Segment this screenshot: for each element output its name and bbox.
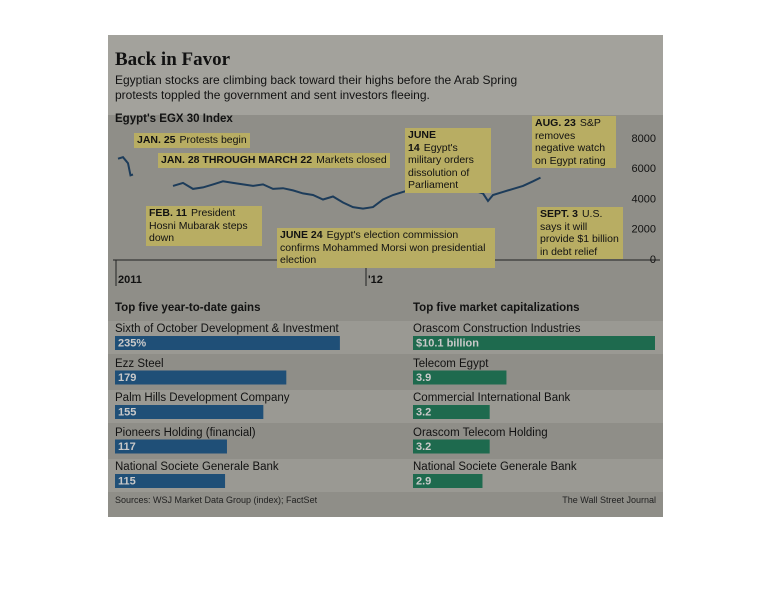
annotation: JAN. 25 Protests begin [134,133,250,148]
x-tick-label: 2011 [118,274,142,286]
category-label: Telecom Egypt [413,357,489,370]
annotation: FEB. 11 President Hosni Mubarak steps dow… [146,206,262,246]
bar [413,405,490,419]
category-label: Orascom Construction Industries [413,323,581,335]
category-label: Palm Hills Development Company [115,392,290,404]
annotation-text: Egypt's military orders dissolution of P… [408,141,474,192]
bar [115,474,226,488]
value-label: 235% [118,337,146,349]
category-label: Ezz Steel [115,357,164,370]
y-tick-label: 0 [650,254,656,266]
annotation-date: FEB. 11 [149,207,187,219]
annotation: JUNE 14 Egypt's military orders dissoluti… [405,128,491,193]
annotation-text: U.S. says it will provide $1 billion in … [540,208,619,258]
value-label: 117 [118,441,136,453]
bar [413,336,655,350]
y-tick-label: 2000 [632,224,656,236]
bar [115,336,340,350]
bar [413,370,507,385]
annotation-text: Egypt's election commission confirms Moh… [280,229,486,266]
title: Back in Favor [115,49,231,70]
annotation-date: JUNE 24 [280,229,323,241]
annotation-date: JAN. 25 [137,134,176,146]
value-label: 179 [118,372,136,384]
header-band [108,35,663,115]
annotation-date: AUG. 23 [535,117,576,129]
bar-title: Top five market capitalizations [413,302,580,314]
annotation: JUNE 24 Egypt's election commission confi… [277,228,495,268]
credit: The Wall Street Journal [562,495,656,505]
annotation-text: Markets closed [316,154,387,166]
chart-title: Egypt's EGX 30 Index [115,113,233,125]
annotation-date: JUNE 14 [408,129,437,154]
value-label: 3.9 [416,372,431,384]
bar [413,474,483,488]
value-label: 3.2 [416,441,431,453]
subtitle: Egyptian stocks are climbing back toward… [115,73,518,102]
category-label: National Societe Generale Bank [413,461,577,473]
annotation-text: President Hosni Mubarak steps down [149,207,248,244]
x-tick-label: '12 [368,274,383,286]
y-tick-label: 6000 [632,163,656,175]
value-label: 3.2 [416,406,431,418]
value-label: 155 [118,406,136,418]
category-label: Commercial International Bank [413,392,571,404]
bar [115,405,264,419]
value-label: 2.9 [416,475,431,487]
y-tick-label: 4000 [632,193,656,205]
category-label: Pioneers Holding (financial) [115,426,256,439]
value-label: 115 [118,475,136,487]
annotation: JAN. 28 THROUGH MARCH 22 Markets closed [158,153,390,168]
category-label: Orascom Telecom Holding [413,426,548,439]
bar [115,439,227,454]
value-label: $10.1 billion [416,337,479,349]
category-label: Sixth of October Development & Investmen… [115,323,339,335]
annotation: AUG. 23 S&P removes negative watch on Egy… [532,116,616,168]
source: Sources: WSJ Market Data Group (index); … [115,495,318,505]
bar [115,370,287,385]
annotation-date: SEPT. 3 [540,208,578,220]
y-tick-label: 8000 [632,133,656,145]
annotation-text: S&P removes negative watch on Egypt rati… [535,117,606,167]
index-line [117,156,541,210]
bar-title: Top five year-to-date gains [115,302,261,314]
annotation-date: JAN. 28 THROUGH MARCH 22 [161,154,313,166]
annotation: SEPT. 3 U.S. says it will provide $1 bill… [537,207,623,259]
annotation-text: Protests begin [179,134,247,146]
bar [413,439,490,454]
category-label: National Societe Generale Bank [115,461,279,473]
